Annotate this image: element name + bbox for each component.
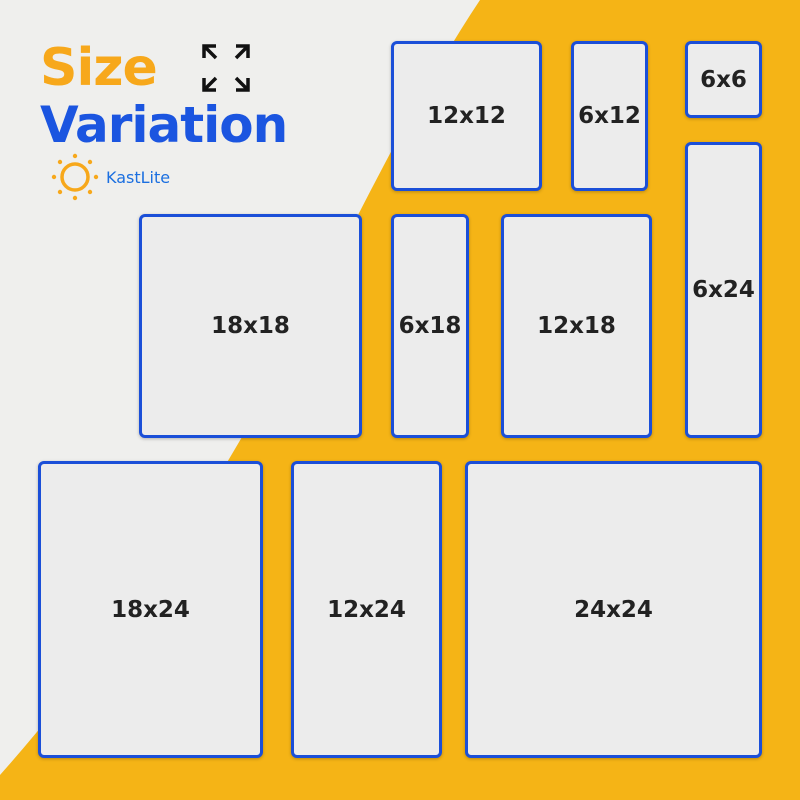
tile-12x18: 12x18 [501, 214, 652, 438]
tile-12x12: 12x12 [391, 41, 542, 191]
tile-6x12: 6x12 [571, 41, 648, 191]
tile-6x6: 6x6 [685, 41, 762, 118]
tile-18x24: 18x24 [38, 461, 263, 758]
brand-logo: KastLite [50, 152, 170, 202]
brand-name: KastLite [106, 167, 171, 187]
tile-12x24: 12x24 [291, 461, 442, 758]
tile-6x18: 6x18 [391, 214, 469, 438]
tile-18x18: 18x18 [139, 214, 362, 438]
title-variation: Variation [40, 96, 288, 154]
title-size: Size [40, 38, 158, 98]
tile-24x24: 24x24 [465, 461, 762, 758]
sun-icon [51, 153, 99, 201]
expand-arrows-icon [202, 44, 250, 92]
tile-6x24: 6x24 [685, 142, 762, 438]
